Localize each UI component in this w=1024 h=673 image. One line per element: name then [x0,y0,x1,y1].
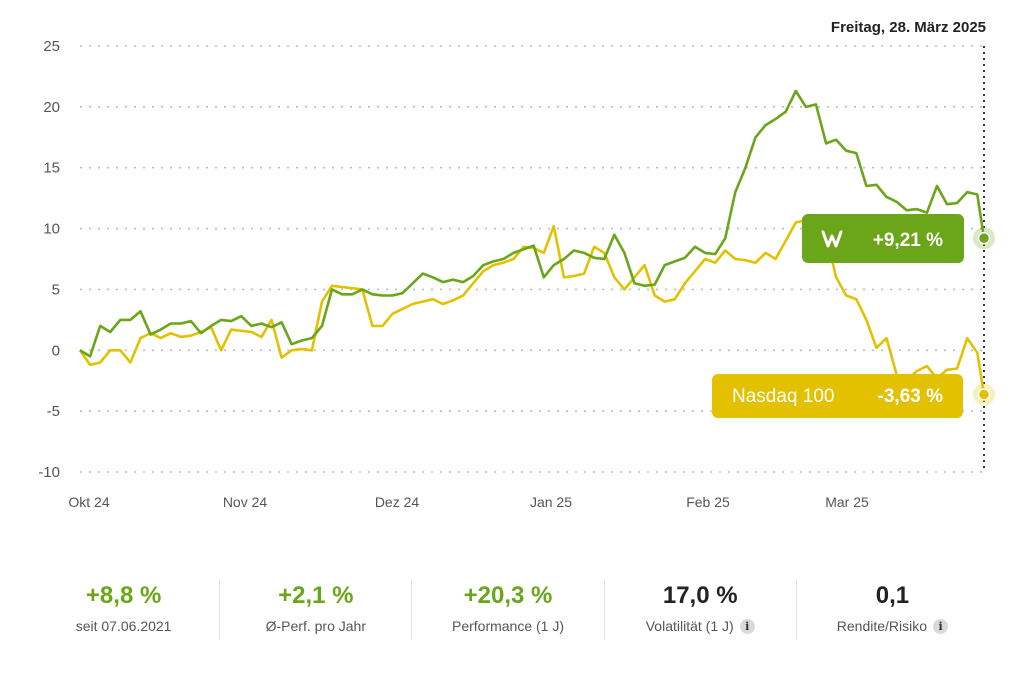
y-axis-ticks: 25 20 15 10 5 0 -5 -10 [38,38,60,481]
stat-item: +8,8 % seit 07.06.2021 [28,580,219,640]
stats-bar: +8,8 % seit 07.06.2021 +2,1 % Ø-Perf. pro J… [28,580,988,640]
series-end-markers [973,227,995,406]
nasdaq-badge: Nasdaq 100 -3,63 % [712,374,963,418]
stat-label-row: seit 07.06.2021 [28,618,219,634]
y-tick-label: -10 [38,464,60,481]
portfolio-value: +9,21 % [873,230,943,251]
stat-label: Volatilität (1 J) [645,618,734,634]
y-tick-label: 5 [52,281,60,298]
y-tick-label: 0 [52,342,60,359]
stat-label-row: Ø-Perf. pro Jahr [220,618,411,634]
stat-value: +8,8 % [85,582,162,609]
info-icon[interactable]: i [739,618,755,634]
x-tick-label: Mar 25 [825,494,869,510]
stat-label: seit 07.06.2021 [75,618,172,634]
portfolio-badge: +9,21 % [802,214,964,263]
end-marker [977,231,991,245]
series-badges: +9,21 % Nasdaq 100 -3,63 % [712,214,964,418]
series-lines [78,89,986,395]
badge-background [802,214,964,263]
performance-chart: 25 20 15 10 5 0 -5 -10 Okt 24 Nov 24 Dez 24 Jan 25… [38,19,995,510]
stat-item: +20,3 % Performance (1 J) [411,580,603,640]
stat-label: Performance (1 J) [451,618,565,634]
x-tick-label: Nov 24 [223,494,268,510]
end-marker [977,388,991,401]
stat-value: 17,0 % [662,582,738,609]
y-tick-label: 20 [43,99,60,116]
stat-label: Ø-Perf. pro Jahr [265,618,366,634]
stat-label-row: Volatilität (1 J) i [605,618,796,634]
stat-item: 17,0 % Volatilität (1 J) i [603,580,796,640]
stat-value: 0,1 [875,582,910,609]
x-axis-ticks: Okt 24 Nov 24 Dez 24 Jan 25 Feb 25 Mar 25 [68,494,869,510]
cursor-date-label: Freitag, 28. März 2025 [831,19,986,36]
x-tick-label: Feb 25 [686,494,730,510]
stat-label: Rendite/Risiko [836,618,928,634]
stat-label-row: Rendite/Risiko i [797,618,988,634]
info-icon[interactable]: i [933,618,949,634]
x-tick-label: Dez 24 [375,494,420,510]
y-tick-label: 10 [43,221,60,238]
stat-item: 0,1 Rendite/Risiko i [795,580,988,640]
nasdaq-value: -3,63 % [878,386,944,407]
w-logo-icon [821,230,843,248]
stat-value: +20,3 % [463,582,553,609]
badge-background [712,374,963,418]
y-tick-label: -5 [47,403,60,420]
stat-item: +2,1 % Ø-Perf. pro Jahr [219,580,411,640]
x-tick-label: Okt 24 [68,494,109,510]
portfolio-line [79,89,986,358]
y-tick-label: 25 [43,38,60,55]
x-tick-label: Jan 25 [530,494,572,510]
stat-value: +2,1 % [278,582,354,609]
y-tick-label: 15 [43,160,60,177]
nasdaq-name: Nasdaq 100 [732,386,834,407]
stat-label-row: Performance (1 J) [412,618,603,634]
